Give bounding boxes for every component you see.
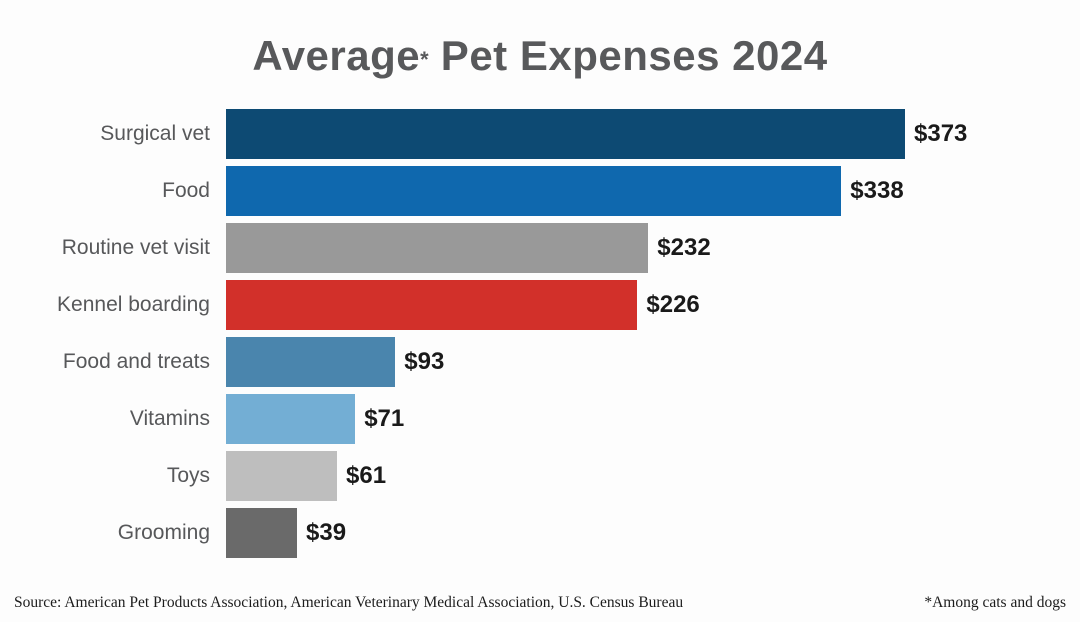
category-label: Food bbox=[162, 179, 210, 203]
bar bbox=[226, 166, 842, 217]
footnote: *Among cats and dogs bbox=[924, 594, 1066, 611]
bar-track: $373 bbox=[226, 109, 1080, 160]
bar bbox=[226, 451, 337, 502]
bar bbox=[226, 337, 396, 388]
bar-track: $61 bbox=[226, 451, 1080, 502]
bar-track: $338 bbox=[226, 166, 1080, 217]
category-label: Grooming bbox=[117, 521, 210, 545]
category-label: Food and treats bbox=[62, 350, 210, 374]
chart-footer: Source: American Pet Products Associatio… bbox=[14, 594, 1066, 612]
value-label: $93 bbox=[404, 348, 445, 376]
value-label: $226 bbox=[646, 291, 700, 319]
bar bbox=[226, 394, 356, 445]
chart-row: Routine vet visit $232 bbox=[0, 223, 1080, 274]
value-label: $373 bbox=[914, 120, 968, 148]
chart-rows: Surgical vet $373 Food $338 Routine vet visi… bbox=[0, 109, 1080, 559]
chart-row: Grooming $39 bbox=[0, 508, 1080, 559]
source-attribution: Source: American Pet Products Associatio… bbox=[14, 594, 684, 611]
chart-title-pre: Average bbox=[252, 32, 421, 79]
chart-row: Toys $61 bbox=[0, 451, 1080, 502]
bar-track: $93 bbox=[226, 337, 1080, 388]
value-label: $71 bbox=[364, 405, 405, 433]
chart-row: Food $338 bbox=[0, 166, 1080, 217]
bar-track: $71 bbox=[226, 394, 1080, 445]
value-label: $61 bbox=[346, 462, 387, 490]
bar bbox=[226, 223, 649, 274]
category-label: Kennel boarding bbox=[57, 293, 210, 317]
bar bbox=[226, 109, 905, 160]
value-label: $338 bbox=[850, 177, 904, 205]
bar bbox=[226, 280, 638, 331]
category-label: Routine vet visit bbox=[61, 236, 210, 260]
bar-track: $226 bbox=[226, 280, 1080, 331]
chart-row: Vitamins $71 bbox=[0, 394, 1080, 445]
category-label: Toys bbox=[166, 464, 210, 488]
chart-row: Surgical vet $373 bbox=[0, 109, 1080, 160]
chart-title-post: Pet Expenses 2024 bbox=[428, 32, 828, 79]
chart-row: Kennel boarding $226 bbox=[0, 280, 1080, 331]
bar bbox=[226, 508, 297, 559]
chart-title-asterisk: * bbox=[420, 47, 429, 73]
bar-track: $39 bbox=[226, 508, 1080, 559]
chart-row: Food and treats $93 bbox=[0, 337, 1080, 388]
category-label: Vitamins bbox=[129, 407, 210, 431]
bar-track: $232 bbox=[226, 223, 1080, 274]
value-label: $232 bbox=[657, 234, 711, 262]
value-label: $39 bbox=[306, 519, 347, 547]
chart-title: Average* Pet Expenses 2024 bbox=[0, 0, 1080, 80]
category-label: Surgical vet bbox=[100, 122, 210, 146]
